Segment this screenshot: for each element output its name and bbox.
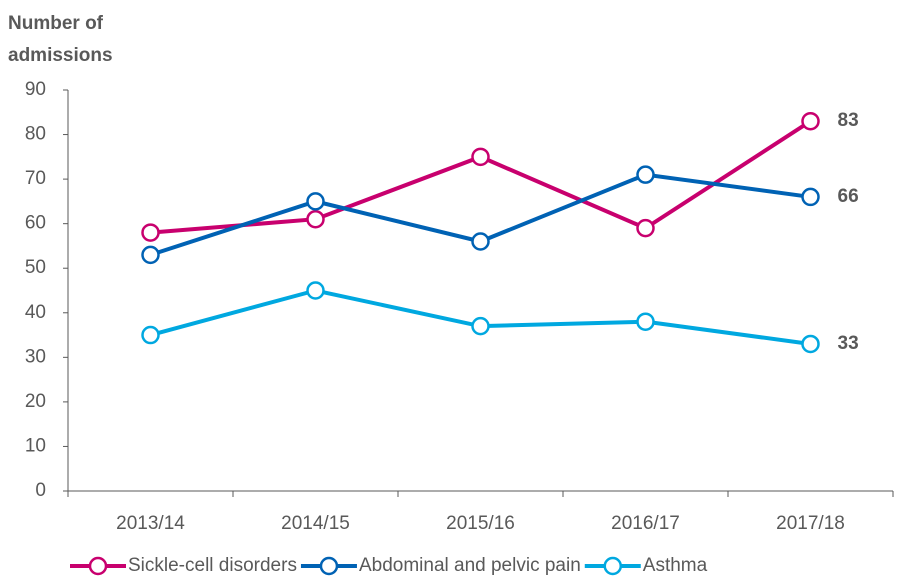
x-tick-label: 2014/15 (281, 513, 350, 534)
data-point (141, 245, 160, 265)
legend-label: Abdominal and pelvic pain (359, 555, 581, 576)
data-label: 83 (838, 110, 859, 131)
y-tick-label: 70 (25, 168, 46, 189)
y-tick-label: 0 (35, 480, 46, 501)
data-point (636, 165, 655, 184)
x-tick-label: 2017/18 (776, 513, 845, 534)
legend-label: Asthma (643, 555, 708, 576)
y-tick-label: 10 (25, 435, 46, 456)
legend-marker (319, 556, 339, 576)
x-tick-label: 2013/14 (116, 513, 185, 534)
legend-marker (88, 556, 108, 576)
data-point (141, 223, 160, 242)
y-axis-title: admissions (8, 45, 113, 66)
y-tick-label: 50 (25, 257, 46, 278)
x-tick-label: 2015/16 (446, 513, 515, 534)
data-point (636, 218, 655, 238)
data-point (801, 334, 820, 354)
data-point (471, 147, 490, 167)
data-point (306, 192, 325, 211)
y-tick-label: 60 (25, 213, 46, 234)
data-label: 66 (838, 186, 859, 207)
y-tick-label: 20 (25, 391, 46, 412)
data-point (636, 312, 655, 331)
y-tick-label: 40 (25, 302, 46, 323)
data-point (471, 316, 490, 336)
y-tick-label: 80 (25, 124, 46, 145)
legend-label: Sickle-cell disorders (128, 555, 297, 576)
data-point (471, 232, 490, 251)
series-line (150, 119, 812, 235)
y-tick-label: 30 (25, 346, 46, 367)
data-point (141, 325, 160, 345)
data-point (306, 281, 325, 300)
data-point (801, 187, 820, 207)
y-axis-title: Number of (8, 13, 104, 34)
data-point (801, 111, 820, 131)
legend-marker (603, 556, 623, 576)
y-tick-label: 90 (25, 79, 46, 100)
data-point (306, 209, 325, 229)
x-tick-label: 2016/17 (611, 513, 680, 534)
data-label: 33 (838, 333, 859, 354)
